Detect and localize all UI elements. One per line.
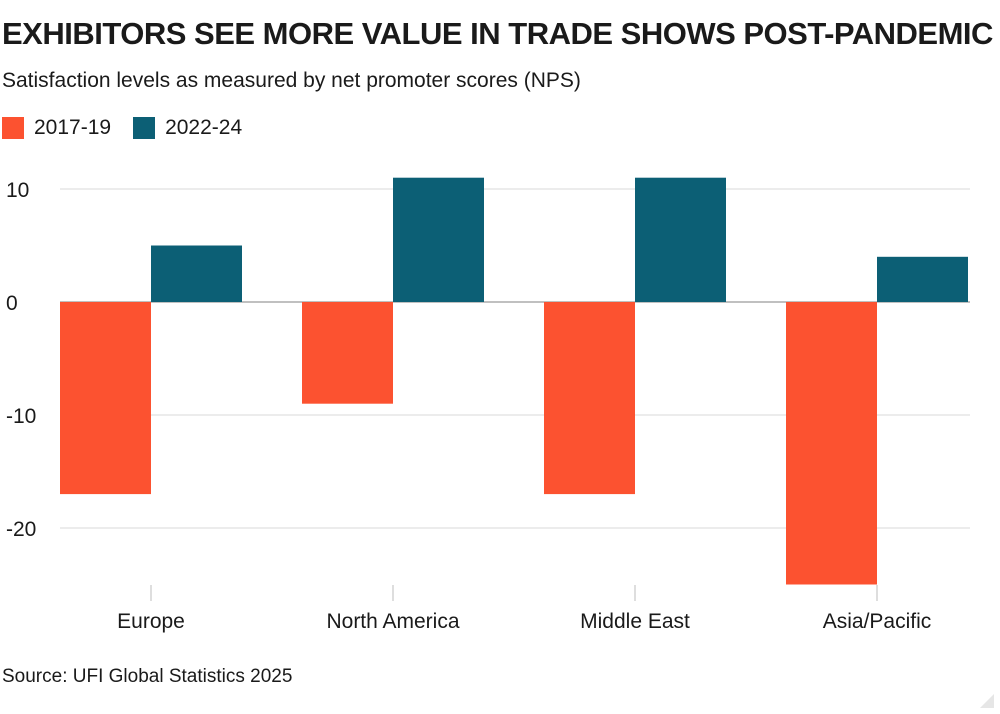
legend-label-2022-24: 2022-24 bbox=[165, 116, 243, 139]
corner-fold-icon bbox=[980, 694, 994, 708]
bar-2022-24-europe bbox=[151, 245, 242, 302]
bar-2017-19-middle-east bbox=[544, 302, 635, 495]
x-tick-label: Asia/Pacific bbox=[823, 610, 932, 633]
y-tick-label: -10 bbox=[6, 405, 36, 428]
bar-2022-24-north-america bbox=[393, 177, 484, 302]
chart-title: EXHIBITORS SEE MORE VALUE IN TRADE SHOWS… bbox=[2, 16, 993, 51]
bar-2022-24-middle-east bbox=[635, 177, 726, 302]
y-tick-label: -20 bbox=[6, 518, 36, 541]
legend-swatch-2022-24 bbox=[133, 117, 156, 139]
legend-label-2017-19: 2017-19 bbox=[34, 116, 112, 139]
y-tick-label: 10 bbox=[6, 179, 29, 202]
bar-2022-24-asia-pacific bbox=[877, 256, 968, 302]
legend: 2017-19 2022-24 bbox=[2, 116, 264, 140]
x-tick-label: Europe bbox=[117, 610, 185, 633]
bar-2017-19-asia-pacific bbox=[786, 302, 877, 585]
source-note: Source: UFI Global Statistics 2025 bbox=[2, 666, 293, 687]
legend-item-2017-19: 2017-19 bbox=[2, 116, 111, 140]
legend-swatch-2017-19 bbox=[2, 117, 24, 139]
chart-subtitle: Satisfaction levels as measured by net p… bbox=[2, 69, 581, 92]
bar-2017-19-north-america bbox=[302, 302, 393, 404]
x-tick-label: Middle East bbox=[580, 610, 690, 633]
x-tick-label: North America bbox=[326, 610, 459, 633]
legend-item-2022-24: 2022-24 bbox=[133, 116, 242, 140]
bar-2017-19-europe bbox=[60, 302, 151, 495]
y-tick-label: 0 bbox=[6, 292, 18, 315]
